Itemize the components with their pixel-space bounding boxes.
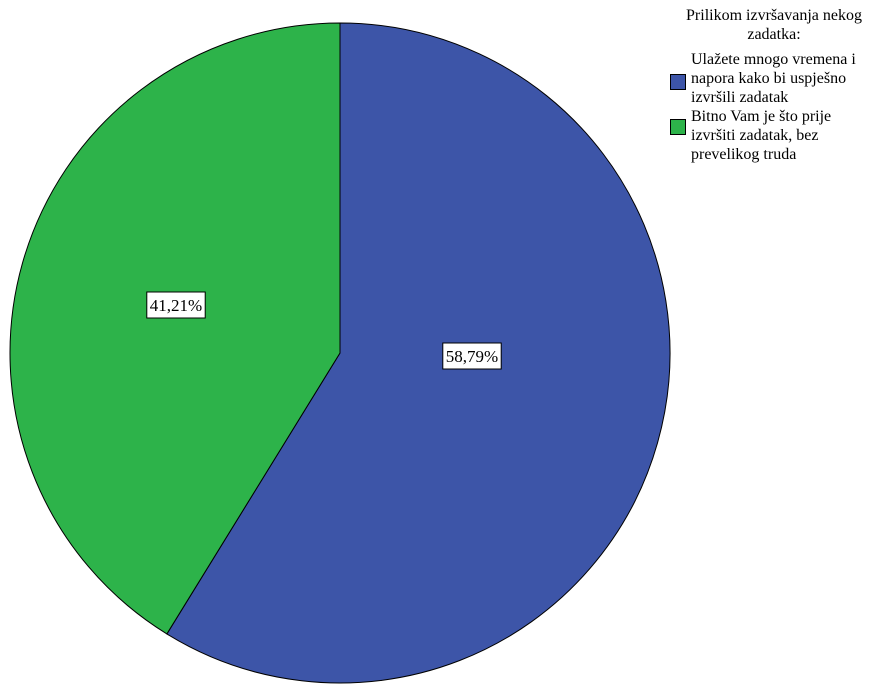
data-label-box-slice-1: [442, 342, 502, 370]
legend: Prilikom izvršavanja nekog zadatka: Ulaž…: [668, 6, 880, 164]
legend-title: Prilikom izvršavanja nekog zadatka:: [686, 7, 862, 43]
data-label-box-slice-2: [146, 291, 206, 319]
legend-swatch-slice-1: [670, 74, 686, 90]
legend-label-slice-2: Bitno Vam je što prije izvršiti zadatak,…: [691, 108, 832, 163]
data-label-text-slice-2: 41,21%: [150, 296, 202, 315]
data-label-text-slice-1: 58,79%: [446, 347, 498, 366]
data-label-slice-1: 58,79%: [442, 342, 502, 370]
pie-data-labels: 58,79% 41,21%: [146, 291, 502, 370]
pie-slices: [9, 22, 671, 684]
pie-slice-2: [9, 22, 341, 635]
data-label-slice-2: 41,21%: [146, 291, 206, 319]
legend-item-slice-1: Ulažete mnogo vremena i napora kako bi u…: [668, 50, 880, 107]
legend-swatch-slice-2: [670, 119, 686, 135]
legend-label-slice-1: Ulažete mnogo vremena i napora kako bi u…: [691, 51, 856, 106]
pie-slice-1: [166, 22, 671, 684]
legend-item-slice-2: Bitno Vam je što prije izvršiti zadatak,…: [668, 107, 880, 164]
